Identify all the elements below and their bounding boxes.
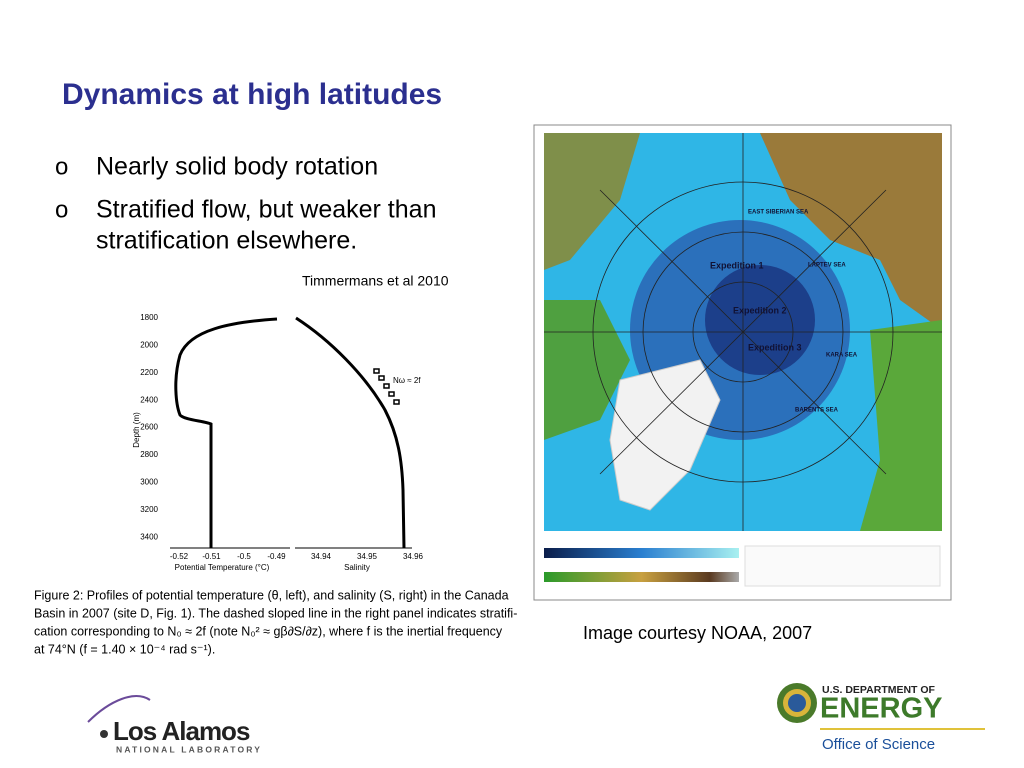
title: Dynamics at high latitudes <box>62 78 442 111</box>
caption-line: Figure 2: Profiles of potential temperat… <box>34 588 509 602</box>
map-label: BARENTS SEA <box>795 408 839 414</box>
profile-figure: 1800 2000 2200 2400 2600 2800 3000 3200 3400 Dep… <box>34 313 517 656</box>
depth-tick-label: 2000 <box>140 341 158 350</box>
temperature-tick-label: -0.51 <box>202 552 221 561</box>
map-legend <box>544 545 941 587</box>
doe-name: ENERGY <box>820 693 942 725</box>
land <box>760 133 942 330</box>
caption-line: at 74°N (f = 1.40 × 10⁻⁴ rad s⁻¹). <box>34 642 215 656</box>
salinity-tick-label: 34.95 <box>357 552 378 561</box>
depth-tick-label: 2600 <box>140 423 158 432</box>
caption-line: Basin in 2007 (site D, Fig. 1). The dash… <box>34 606 517 620</box>
doe-sub: Office of Science <box>822 736 935 753</box>
depth-tick-label: 2200 <box>140 368 158 377</box>
dashed-line <box>373 368 400 405</box>
bullet-marker: o <box>55 153 68 180</box>
axis-label: Potential Temperature (°C) <box>175 563 270 572</box>
deep-basin <box>705 265 815 375</box>
lanl-logo: Los Alamos NATIONAL LABORATORY <box>87 695 262 754</box>
doe-logo: U.S. DEPARTMENT OF ENERGY Office of Scie… <box>777 683 985 753</box>
depth-tick-label: 3200 <box>140 505 158 514</box>
map-label: EAST SIBERIAN SEA <box>748 210 809 216</box>
graticule <box>544 133 942 531</box>
land <box>544 133 640 270</box>
salinity-tick-label: 34.96 <box>403 552 424 561</box>
map-label: Expedition 2 <box>733 305 787 315</box>
land <box>860 320 942 531</box>
depth-tick-label: 2400 <box>140 395 158 404</box>
annotation: Nω ≈ 2f <box>393 376 421 385</box>
bullet: Nearly solid body rotation <box>96 153 378 181</box>
temperature-tick-label: -0.5 <box>237 552 251 561</box>
depth-tick-label: 1800 <box>140 313 158 322</box>
citation: Timmermans et al 2010 <box>302 273 449 289</box>
map-label: Expedition 1 <box>710 260 764 270</box>
map-label: LAPTEV SEA <box>808 263 846 269</box>
map: EAST SIBERIAN SEA LAPTEV SEA KARA SEA BAREN… <box>533 124 952 601</box>
lanl-sub: NATIONAL LABORATORY <box>116 744 262 754</box>
map-label: Expedition 3 <box>748 342 802 352</box>
depth-tick-label: 3000 <box>140 478 158 487</box>
temperature-tick-label: -0.49 <box>267 552 286 561</box>
axis-label: Salinity <box>344 563 370 572</box>
map-caption: Image courtesy NOAA, 2007 <box>583 623 812 643</box>
temperature-profile <box>174 317 278 548</box>
depth-tick-label: 3400 <box>140 532 158 541</box>
salinity-tick-label: 34.94 <box>311 552 332 561</box>
bullet: Stratified flow, but weaker than <box>96 196 436 224</box>
lanl-name: Los Alamos <box>113 716 250 746</box>
caption-line: cation corresponding to N₀ ≈ 2f (note N₀… <box>34 624 503 638</box>
depth-tick-label: 2800 <box>140 450 158 459</box>
land <box>544 300 630 440</box>
doe-top: U.S. DEPARTMENT OF <box>822 684 936 696</box>
bullet: stratification elsewhere. <box>96 227 357 255</box>
axis-label: Depth (m) <box>132 412 141 448</box>
temperature-tick-label: -0.52 <box>170 552 189 561</box>
bullet-marker: o <box>55 196 68 223</box>
salinity-profile <box>295 316 406 549</box>
map-label: KARA SEA <box>826 353 858 359</box>
greenland <box>609 359 721 511</box>
